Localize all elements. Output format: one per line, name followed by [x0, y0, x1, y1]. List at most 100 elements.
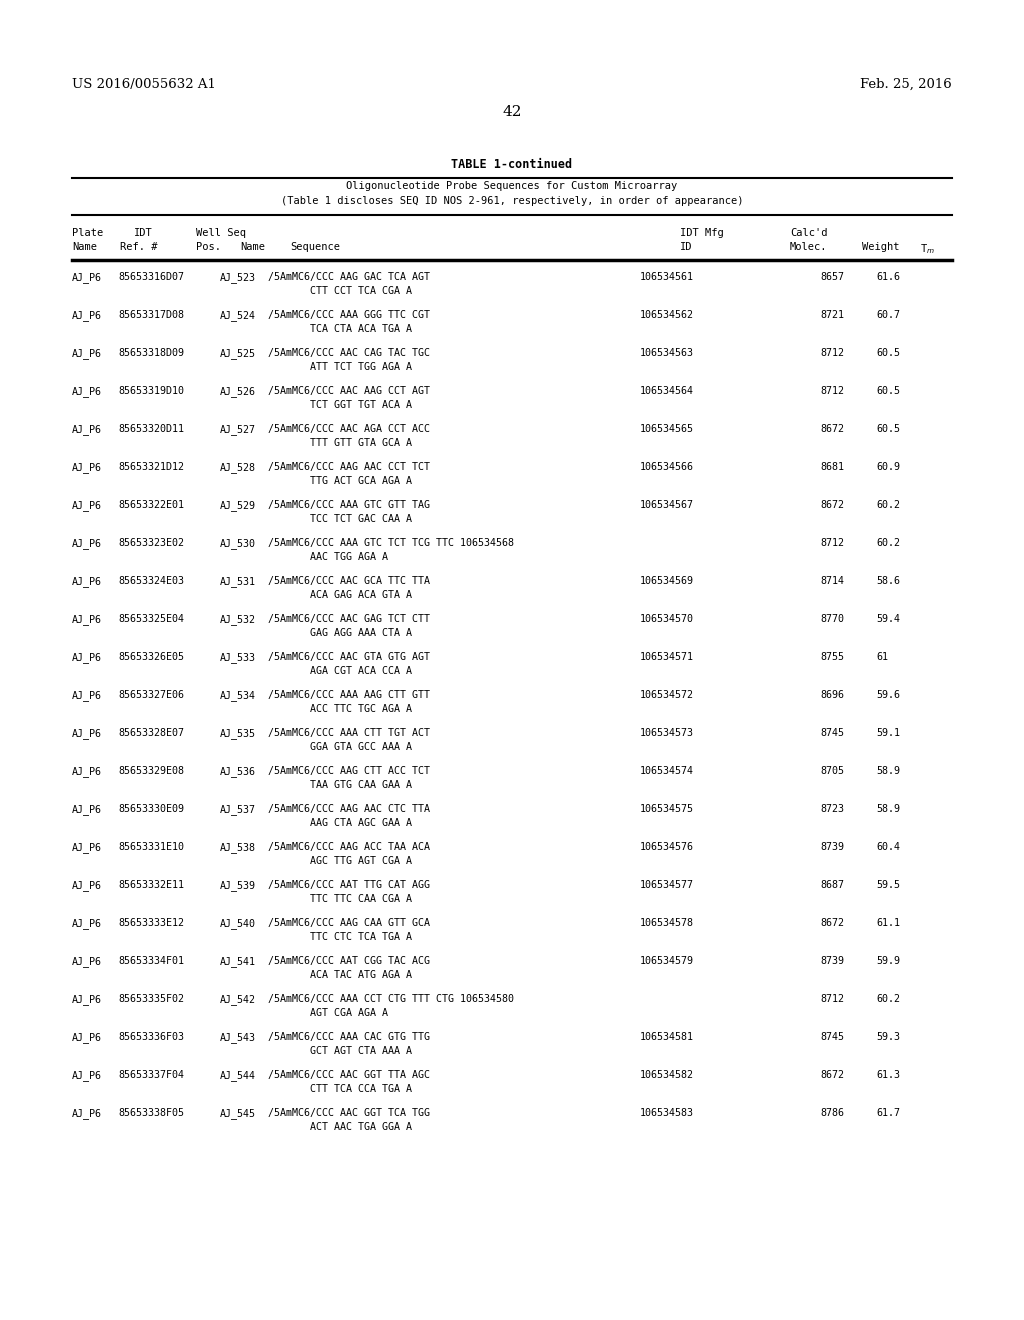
Text: AJ_536: AJ_536 [220, 766, 256, 777]
Text: 8745: 8745 [820, 729, 844, 738]
Text: /5AmMC6/CCC AAA CAC GTG TTG: /5AmMC6/CCC AAA CAC GTG TTG [268, 1032, 430, 1041]
Text: 85653337F04: 85653337F04 [118, 1071, 184, 1080]
Text: 106534562: 106534562 [640, 310, 694, 319]
Text: AJ_525: AJ_525 [220, 348, 256, 359]
Text: 42: 42 [502, 106, 522, 119]
Text: 8657: 8657 [820, 272, 844, 282]
Text: 85653332E11: 85653332E11 [118, 880, 184, 890]
Text: Plate: Plate [72, 228, 103, 238]
Text: 8755: 8755 [820, 652, 844, 663]
Text: 106534566: 106534566 [640, 462, 694, 473]
Text: AJ_544: AJ_544 [220, 1071, 256, 1081]
Text: US 2016/0055632 A1: US 2016/0055632 A1 [72, 78, 216, 91]
Text: 60.5: 60.5 [876, 424, 900, 434]
Text: AJ_541: AJ_541 [220, 956, 256, 968]
Text: AJ_P6: AJ_P6 [72, 385, 102, 397]
Text: 8696: 8696 [820, 690, 844, 700]
Text: /5AmMC6/CCC AAC GGT TCA TGG: /5AmMC6/CCC AAC GGT TCA TGG [268, 1107, 430, 1118]
Text: /5AmMC6/CCC AAA CTT TGT ACT: /5AmMC6/CCC AAA CTT TGT ACT [268, 729, 430, 738]
Text: 59.4: 59.4 [876, 614, 900, 624]
Text: IDT: IDT [134, 228, 153, 238]
Text: 85653321D12: 85653321D12 [118, 462, 184, 473]
Text: IDT Mfg: IDT Mfg [680, 228, 724, 238]
Text: AJ_P6: AJ_P6 [72, 917, 102, 929]
Text: AJ_P6: AJ_P6 [72, 729, 102, 739]
Text: 106534564: 106534564 [640, 385, 694, 396]
Text: ACA GAG ACA GTA A: ACA GAG ACA GTA A [310, 590, 412, 601]
Text: 59.6: 59.6 [876, 690, 900, 700]
Text: 8712: 8712 [820, 385, 844, 396]
Text: 85653319D10: 85653319D10 [118, 385, 184, 396]
Text: 58.9: 58.9 [876, 804, 900, 814]
Text: AJ_P6: AJ_P6 [72, 500, 102, 511]
Text: TTC TTC CAA CGA A: TTC TTC CAA CGA A [310, 894, 412, 904]
Text: 60.7: 60.7 [876, 310, 900, 319]
Text: AJ_P6: AJ_P6 [72, 804, 102, 814]
Text: /5AmMC6/CCC AAA CCT CTG TTT CTG 106534580: /5AmMC6/CCC AAA CCT CTG TTT CTG 10653458… [268, 994, 514, 1005]
Text: 60.9: 60.9 [876, 462, 900, 473]
Text: 106534572: 106534572 [640, 690, 694, 700]
Text: 106534578: 106534578 [640, 917, 694, 928]
Text: 85653323E02: 85653323E02 [118, 539, 184, 548]
Text: 8739: 8739 [820, 842, 844, 851]
Text: AJ_526: AJ_526 [220, 385, 256, 397]
Text: 106534579: 106534579 [640, 956, 694, 966]
Text: CTT TCA CCA TGA A: CTT TCA CCA TGA A [310, 1084, 412, 1094]
Text: 61.7: 61.7 [876, 1107, 900, 1118]
Text: ACC TTC TGC AGA A: ACC TTC TGC AGA A [310, 704, 412, 714]
Text: AJ_P6: AJ_P6 [72, 462, 102, 473]
Text: ACT AAC TGA GGA A: ACT AAC TGA GGA A [310, 1122, 412, 1133]
Text: AJ_P6: AJ_P6 [72, 880, 102, 891]
Text: 106534577: 106534577 [640, 880, 694, 890]
Text: AJ_P6: AJ_P6 [72, 310, 102, 321]
Text: AJ_528: AJ_528 [220, 462, 256, 473]
Text: Weight: Weight [862, 242, 899, 252]
Text: /5AmMC6/CCC AAC GCA TTC TTA: /5AmMC6/CCC AAC GCA TTC TTA [268, 576, 430, 586]
Text: GGA GTA GCC AAA A: GGA GTA GCC AAA A [310, 742, 412, 752]
Text: 85653330E09: 85653330E09 [118, 804, 184, 814]
Text: ID: ID [680, 242, 692, 252]
Text: 106534575: 106534575 [640, 804, 694, 814]
Text: 106534565: 106534565 [640, 424, 694, 434]
Text: 60.2: 60.2 [876, 994, 900, 1005]
Text: ATT TCT TGG AGA A: ATT TCT TGG AGA A [310, 362, 412, 372]
Text: 8672: 8672 [820, 500, 844, 510]
Text: /5AmMC6/CCC AAA AAG CTT GTT: /5AmMC6/CCC AAA AAG CTT GTT [268, 690, 430, 700]
Text: 8770: 8770 [820, 614, 844, 624]
Text: 85653329E08: 85653329E08 [118, 766, 184, 776]
Text: AJ_534: AJ_534 [220, 690, 256, 701]
Text: 85653334F01: 85653334F01 [118, 956, 184, 966]
Text: 59.5: 59.5 [876, 880, 900, 890]
Text: Name: Name [72, 242, 97, 252]
Text: 60.2: 60.2 [876, 500, 900, 510]
Text: TTT GTT GTA GCA A: TTT GTT GTA GCA A [310, 438, 412, 447]
Text: 85653316D07: 85653316D07 [118, 272, 184, 282]
Text: 85653333E12: 85653333E12 [118, 917, 184, 928]
Text: Molec.: Molec. [790, 242, 827, 252]
Text: /5AmMC6/CCC AAA GGG TTC CGT: /5AmMC6/CCC AAA GGG TTC CGT [268, 310, 430, 319]
Text: TCC TCT GAC CAA A: TCC TCT GAC CAA A [310, 513, 412, 524]
Text: 59.9: 59.9 [876, 956, 900, 966]
Text: 8672: 8672 [820, 1071, 844, 1080]
Text: AJ_530: AJ_530 [220, 539, 256, 549]
Text: T$_m$: T$_m$ [920, 242, 935, 256]
Text: AGC TTG AGT CGA A: AGC TTG AGT CGA A [310, 855, 412, 866]
Text: 58.9: 58.9 [876, 766, 900, 776]
Text: 58.6: 58.6 [876, 576, 900, 586]
Text: 60.5: 60.5 [876, 348, 900, 358]
Text: /5AmMC6/CCC AAT CGG TAC ACG: /5AmMC6/CCC AAT CGG TAC ACG [268, 956, 430, 966]
Text: 60.4: 60.4 [876, 842, 900, 851]
Text: TTG ACT GCA AGA A: TTG ACT GCA AGA A [310, 477, 412, 486]
Text: 8712: 8712 [820, 348, 844, 358]
Text: /5AmMC6/CCC AAC GTA GTG AGT: /5AmMC6/CCC AAC GTA GTG AGT [268, 652, 430, 663]
Text: 8687: 8687 [820, 880, 844, 890]
Text: 85653320D11: 85653320D11 [118, 424, 184, 434]
Text: 106534573: 106534573 [640, 729, 694, 738]
Text: 85653328E07: 85653328E07 [118, 729, 184, 738]
Text: AJ_P6: AJ_P6 [72, 614, 102, 624]
Text: /5AmMC6/CCC AAT TTG CAT AGG: /5AmMC6/CCC AAT TTG CAT AGG [268, 880, 430, 890]
Text: TTC CTC TCA TGA A: TTC CTC TCA TGA A [310, 932, 412, 942]
Text: AJ_523: AJ_523 [220, 272, 256, 282]
Text: 85653325E04: 85653325E04 [118, 614, 184, 624]
Text: 85653338F05: 85653338F05 [118, 1107, 184, 1118]
